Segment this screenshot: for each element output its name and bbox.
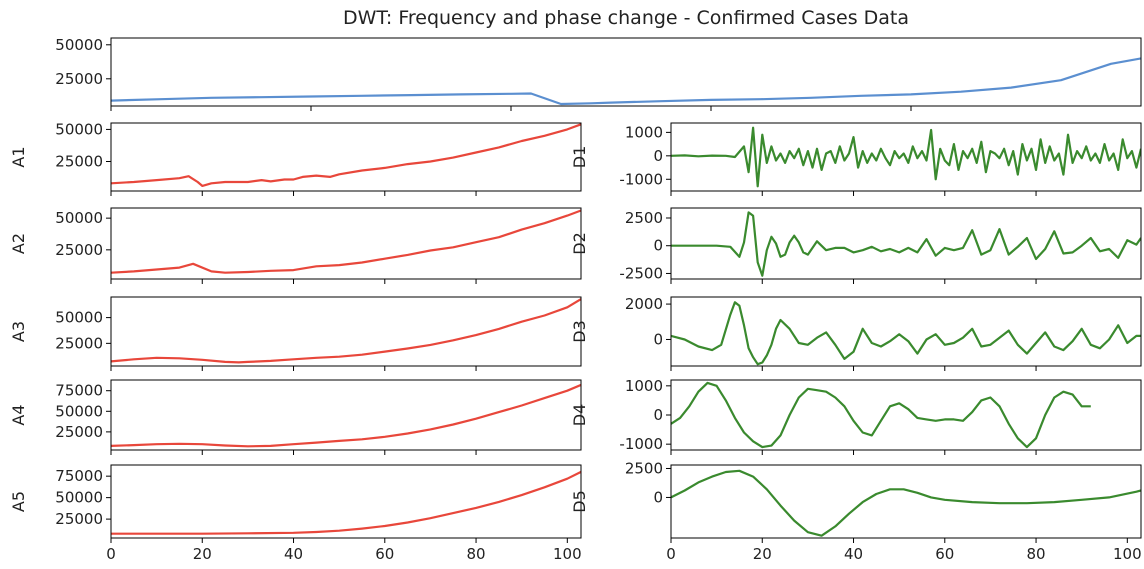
ylabel-A2: A2 [9, 233, 28, 254]
ytick-label-D1-2: -1000 [619, 170, 663, 188]
axes-D2: 2500 0 -2500 D2 [570, 207, 1142, 284]
axes-D4: 1000 0 -1000 D4 [570, 377, 1142, 455]
ytick-label-D4-1: 0 [653, 406, 663, 424]
xtick-label-D5-2: 40 [844, 545, 863, 563]
axes-layer: 25000500002500050000A110000-1000D1250005… [9, 36, 1142, 563]
ytick-label-A5-1: 50000 [55, 489, 103, 507]
ylabel-D2: D2 [570, 232, 589, 255]
series-line-D4 [671, 381, 1091, 449]
ytick-label-D4-2: -1000 [619, 435, 663, 453]
axes-A3: 25000 50000 A3 [9, 296, 582, 371]
ylabel-A1: A1 [9, 146, 28, 167]
ytick-label-A4-2: 75000 [55, 382, 103, 400]
ytick-label-A3-0: 25000 [55, 334, 103, 352]
series-line-D5 [671, 469, 1141, 537]
axes-frame-D2 [670, 207, 1142, 280]
ytick-label-A4-0: 25000 [55, 423, 103, 441]
xtick-label-D5-5: 100 [1113, 545, 1142, 563]
xtick-label-D5-3: 60 [935, 545, 954, 563]
ytick-label-A5-2: 75000 [55, 467, 103, 485]
axes-frame-A3 [110, 296, 582, 367]
axes-A5: 25000 50000 75000 0 20 40 60 80 100 A5 [9, 464, 582, 563]
series-line-A2 [111, 209, 581, 274]
axes-frame-D4 [670, 379, 1142, 451]
ytick-label-A2-0: 25000 [55, 241, 103, 259]
ytick-label-D5-1: 0 [653, 488, 663, 506]
axes-frame-A1 [110, 122, 582, 192]
xtick-label-A5-3: 60 [375, 545, 394, 563]
xtick-label-A5-5: 100 [553, 545, 582, 563]
series-line-D2 [671, 211, 1141, 277]
axes-original: 25000 50000 [55, 36, 1142, 111]
axes-D1: 1000 0 -1000 D1 [570, 122, 1142, 196]
xtick-label-A5-4: 80 [467, 545, 486, 563]
ylabel-A4: A4 [9, 404, 28, 425]
axes-frame-D1 [670, 122, 1142, 192]
ytick-label-D2-1: 0 [653, 237, 663, 255]
ytick-label-A3-1: 50000 [55, 309, 103, 327]
axes-A4: 25000 50000 75000 A4 [9, 379, 582, 455]
ytick-label-D1-1: 0 [653, 147, 663, 165]
axes-frame-D5 [670, 464, 1142, 539]
axes-D3: 2000 0 D3 [570, 295, 1142, 371]
ytick-label-original-0: 25000 [55, 70, 103, 88]
xtick-label-D5-1: 20 [753, 545, 772, 563]
series-line-D3 [671, 301, 1141, 366]
ylabel-D5: D5 [570, 490, 589, 513]
ytick-label-D1-0: 1000 [625, 123, 663, 141]
xtick-label-A5-2: 40 [284, 545, 303, 563]
ylabel-A3: A3 [9, 321, 28, 342]
axes-frame-A4 [110, 379, 582, 451]
ylabel-D3: D3 [570, 320, 589, 343]
xtick-label-A5-0: 0 [106, 545, 116, 563]
ytick-label-original-1: 50000 [55, 36, 103, 54]
axes-A2: 25000 50000 A2 [9, 207, 582, 284]
ytick-label-D5-0: 2500 [625, 459, 663, 477]
ytick-label-A5-0: 25000 [55, 510, 103, 528]
ytick-label-A2-1: 50000 [55, 209, 103, 227]
ytick-label-A4-1: 50000 [55, 402, 103, 420]
series-line-A4 [111, 383, 581, 448]
axes-frame-D3 [670, 296, 1142, 367]
axes-A1: 25000 50000 A1 [9, 120, 582, 196]
axes-frame-A2 [110, 207, 582, 280]
ytick-label-D3-1: 0 [653, 330, 663, 348]
figure-title: DWT: Frequency and phase change - Confir… [343, 7, 909, 29]
ylabel-D1: D1 [570, 146, 589, 169]
series-line-A3 [111, 298, 581, 364]
ytick-label-A1-0: 25000 [55, 152, 103, 170]
axes-frame-A5 [110, 464, 582, 539]
axes-D5: 2500 0 0 20 40 60 80 100 D5 [570, 459, 1142, 563]
ylabel-A5: A5 [9, 491, 28, 512]
series-line-A5 [111, 470, 581, 535]
ytick-label-D3-0: 2000 [625, 295, 663, 313]
xtick-label-D5-4: 80 [1027, 545, 1046, 563]
xtick-label-A5-1: 20 [193, 545, 212, 563]
axes-frame-original [110, 37, 1142, 107]
series-line-D1 [671, 126, 1141, 188]
ytick-label-A1-1: 50000 [55, 120, 103, 138]
ytick-label-D4-0: 1000 [625, 377, 663, 395]
ytick-label-D2-2: -2500 [619, 264, 663, 282]
ytick-label-D2-0: 2500 [625, 209, 663, 227]
xtick-label-D5-0: 0 [666, 545, 676, 563]
ylabel-D4: D4 [570, 404, 589, 427]
series-line-original [111, 57, 1141, 106]
series-line-A1 [111, 123, 581, 187]
